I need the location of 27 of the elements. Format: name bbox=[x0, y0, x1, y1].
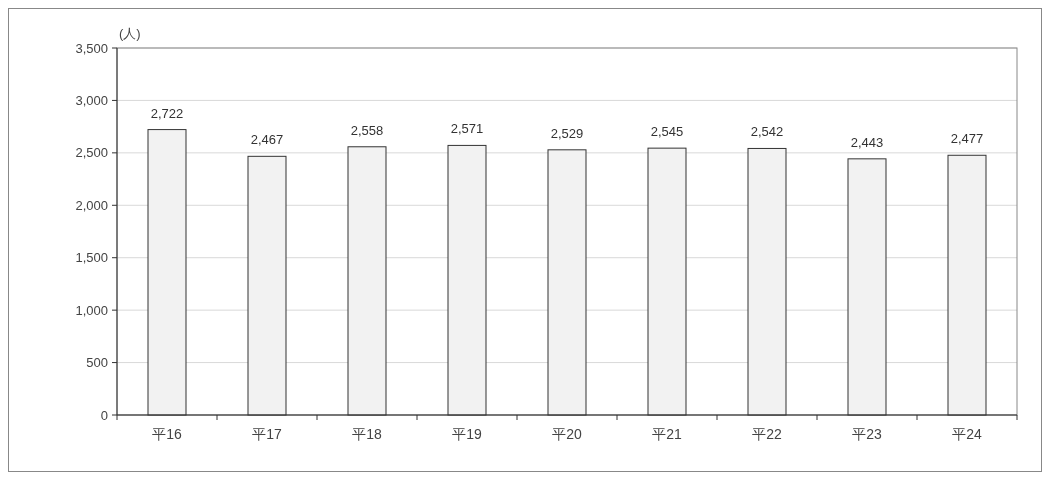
y-tick-label: 1,500 bbox=[75, 250, 108, 266]
x-tick-label: 平24 bbox=[952, 426, 982, 442]
x-tick-label: 平19 bbox=[452, 426, 482, 442]
y-tick-label: 1,000 bbox=[75, 302, 108, 318]
y-tick-label: 3,500 bbox=[75, 40, 108, 56]
data-label: 2,529 bbox=[550, 125, 584, 141]
x-tick-label: 平22 bbox=[752, 426, 782, 442]
data-label: 2,545 bbox=[650, 124, 684, 140]
y-tick-label: 0 bbox=[100, 407, 108, 423]
data-label: 2,571 bbox=[450, 121, 484, 137]
data-label: 2,722 bbox=[150, 105, 184, 121]
data-label: 2,443 bbox=[850, 134, 884, 150]
y-tick-label: 2,000 bbox=[75, 197, 108, 213]
x-tick-label: 平16 bbox=[152, 426, 182, 442]
x-tick-label: 平17 bbox=[252, 426, 282, 442]
data-label: 2,542 bbox=[750, 124, 784, 140]
y-axis-title: (人) bbox=[119, 26, 141, 41]
data-label: 2,477 bbox=[950, 131, 984, 147]
y-tick-label: 2,500 bbox=[75, 145, 108, 161]
x-tick-label: 平21 bbox=[652, 426, 682, 442]
x-tick-label: 平23 bbox=[852, 426, 882, 442]
y-tick-label: 3,000 bbox=[75, 92, 108, 108]
data-label: 2,467 bbox=[250, 132, 284, 148]
data-label: 2,558 bbox=[350, 122, 384, 138]
x-tick-label: 平18 bbox=[352, 426, 382, 442]
y-tick-label: 500 bbox=[86, 355, 108, 371]
x-tick-label: 平20 bbox=[552, 426, 582, 442]
